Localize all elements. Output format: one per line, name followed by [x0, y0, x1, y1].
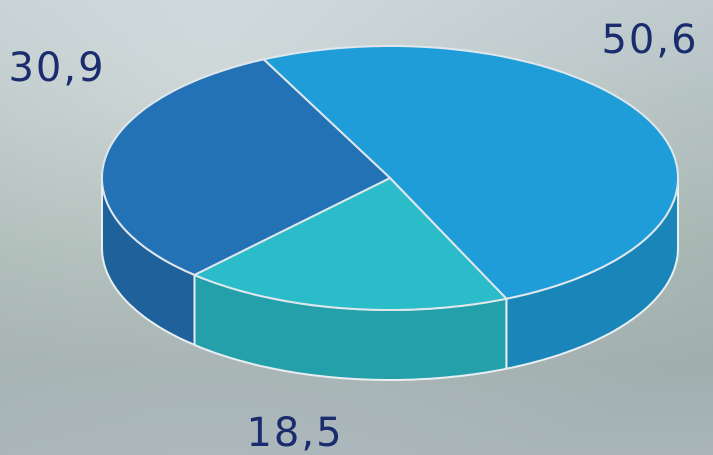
slice	[101, 58, 391, 276]
data-label: 50,6	[601, 17, 698, 63]
data-label: 30,9	[8, 45, 105, 91]
slice	[193, 177, 508, 311]
slice	[262, 45, 679, 300]
data-label: 18,5	[246, 410, 343, 455]
